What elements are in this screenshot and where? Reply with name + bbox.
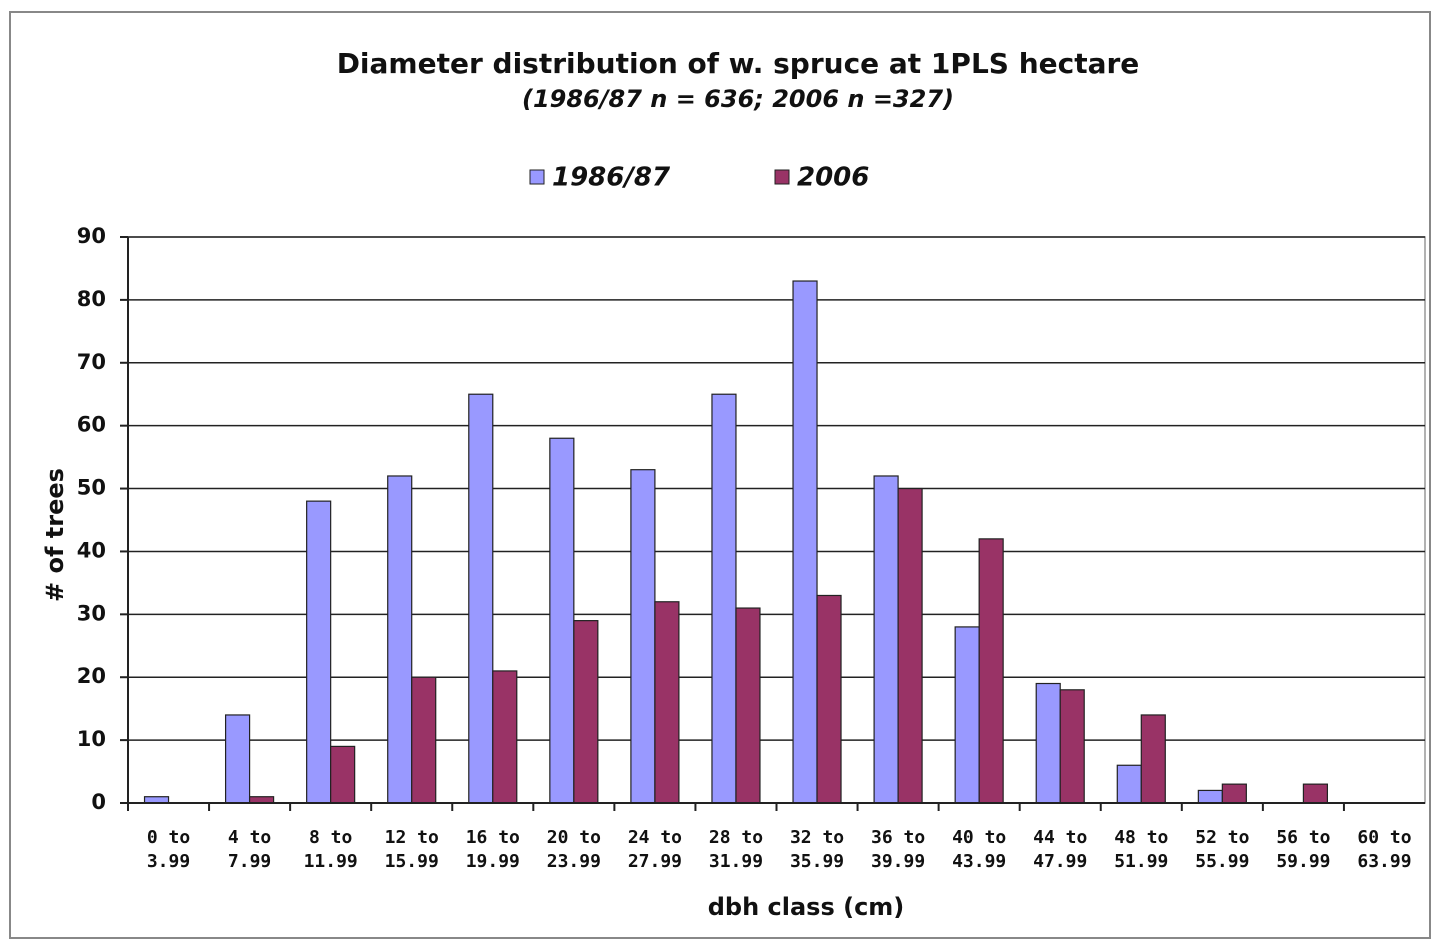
bar (1221, 783, 1247, 804)
bar (224, 714, 251, 804)
bar (387, 475, 413, 804)
y-tick-label: 90 (77, 224, 106, 248)
y-tick-label: 50 (77, 476, 106, 500)
x-axis-title: dbh class (cm) (708, 893, 905, 921)
x-tick-label: 0 to 3.99 (147, 827, 190, 872)
y-tick-label: 10 (77, 727, 106, 751)
bar (1140, 714, 1166, 804)
bar (468, 393, 494, 804)
bar (630, 469, 656, 804)
x-tick-label: 56 to 59.99 (1276, 827, 1330, 872)
bar (330, 745, 356, 804)
x-tick-label: 48 to 51.99 (1114, 827, 1168, 872)
x-tick-label: 32 to 35.99 (790, 827, 844, 872)
y-tick-label: 80 (77, 287, 106, 311)
bar (711, 393, 737, 804)
x-tick-label: 36 to 39.99 (871, 827, 925, 872)
x-tick-label: 16 to 19.99 (466, 827, 520, 872)
legend-label: 2006 (797, 163, 869, 193)
bar (873, 475, 899, 804)
x-tick-label: 44 to 47.99 (1033, 827, 1087, 872)
x-tick-label: 40 to 43.99 (952, 827, 1006, 872)
bar (792, 280, 818, 804)
bar (492, 670, 518, 804)
x-tick-label: 12 to 15.99 (385, 827, 439, 872)
bar (1116, 764, 1142, 804)
x-tick-label: 28 to 31.99 (709, 827, 763, 872)
x-tick-label: 4 to 7.99 (228, 827, 271, 872)
y-tick-label: 70 (77, 350, 106, 374)
bar (978, 538, 1004, 804)
y-axis-title: # of trees (41, 468, 69, 602)
legend-swatch (774, 169, 790, 185)
chart-title: Diameter distribution of w. spruce at 1P… (337, 47, 1140, 80)
y-tick-label: 40 (77, 538, 106, 562)
legend-swatch (529, 169, 545, 185)
bar (1197, 789, 1223, 804)
x-tick-label: 52 to 55.99 (1195, 827, 1249, 872)
bar (654, 601, 680, 804)
bar (1302, 783, 1329, 804)
y-tick-label: 0 (91, 790, 106, 814)
chart-subtitle: (1986/87 n = 636; 2006 n =327) (522, 85, 954, 113)
bar (306, 500, 332, 804)
x-tick-label: 8 to 11.99 (304, 827, 358, 872)
bar (1035, 682, 1061, 804)
bar (1059, 689, 1085, 804)
legend-label: 1986/87 (552, 163, 671, 193)
bar (411, 676, 437, 804)
x-tick-label: 20 to 23.99 (547, 827, 601, 872)
bar (549, 437, 575, 804)
y-tick-label: 60 (77, 413, 106, 437)
bar (735, 607, 761, 804)
bar (897, 487, 923, 804)
bar (816, 594, 842, 804)
bar (573, 620, 599, 804)
x-tick-label: 60 to 63.99 (1357, 827, 1411, 872)
y-tick-label: 20 (77, 664, 106, 688)
bar (954, 626, 980, 804)
y-tick-label: 30 (77, 601, 106, 625)
x-tick-label: 24 to 27.99 (628, 827, 682, 872)
